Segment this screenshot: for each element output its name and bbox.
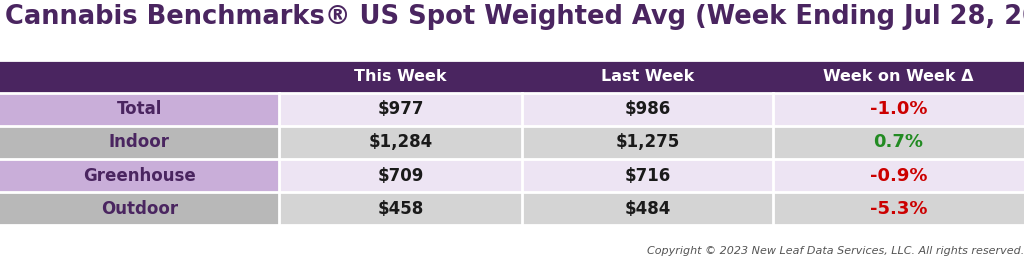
- Bar: [279, 192, 1024, 225]
- Text: Cannabis Benchmarks® US Spot Weighted Avg (Week Ending Jul 28, 2023): Cannabis Benchmarks® US Spot Weighted Av…: [5, 4, 1024, 30]
- Text: Outdoor: Outdoor: [100, 200, 178, 218]
- Text: Greenhouse: Greenhouse: [83, 167, 196, 185]
- Text: $986: $986: [625, 100, 671, 118]
- Text: Copyright © 2023 New Leaf Data Services, LLC. All rights reserved.: Copyright © 2023 New Leaf Data Services,…: [647, 246, 1024, 256]
- Text: -1.0%: -1.0%: [869, 100, 928, 118]
- Text: $1,275: $1,275: [615, 133, 680, 152]
- Text: $1,284: $1,284: [369, 133, 432, 152]
- Text: $484: $484: [625, 200, 671, 218]
- Text: $977: $977: [377, 100, 424, 118]
- Text: $709: $709: [377, 167, 424, 185]
- Text: Week on Week Δ: Week on Week Δ: [823, 69, 974, 84]
- Bar: [279, 126, 1024, 159]
- Bar: [279, 93, 1024, 126]
- Bar: [279, 159, 1024, 192]
- Text: Total: Total: [117, 100, 162, 118]
- Text: -5.3%: -5.3%: [869, 200, 928, 218]
- Text: 0.7%: 0.7%: [873, 133, 924, 152]
- Text: This Week: This Week: [354, 69, 446, 84]
- Bar: [0, 93, 279, 126]
- Text: Last Week: Last Week: [601, 69, 694, 84]
- Text: $716: $716: [625, 167, 671, 185]
- Text: $458: $458: [377, 200, 424, 218]
- Bar: [0, 192, 279, 225]
- Text: -0.9%: -0.9%: [869, 167, 928, 185]
- Bar: [0, 126, 279, 159]
- Text: Indoor: Indoor: [109, 133, 170, 152]
- Bar: [0, 159, 279, 192]
- Bar: [0, 60, 1024, 93]
